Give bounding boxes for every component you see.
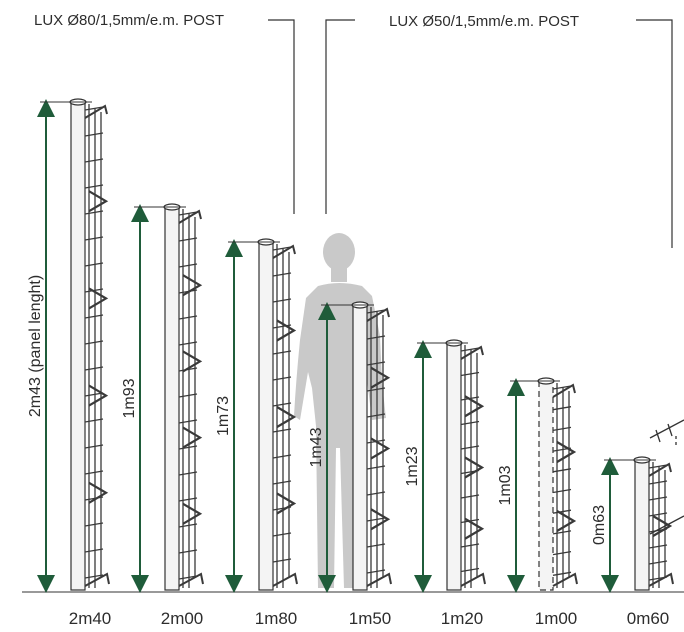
person-silhouette-icon	[294, 233, 386, 588]
mesh-panel	[84, 104, 110, 588]
fence-post	[164, 206, 180, 591]
panel-length-label: 1m43	[308, 427, 325, 467]
fence-unit: 0m63 0m60	[591, 456, 674, 628]
fence-unit: 1m93 2m00	[121, 203, 204, 628]
fence-height-label: 1m50	[349, 609, 392, 628]
panel-length-label: 0m63	[591, 505, 608, 545]
mesh-panel	[178, 209, 204, 588]
fence-height-label: 1m20	[441, 609, 484, 628]
mesh-panel	[272, 244, 298, 588]
mesh-panel	[366, 307, 392, 588]
panel-length-label: 1m93	[121, 378, 138, 418]
callout-leaders	[268, 19, 673, 248]
panel-length-label: 1m73	[215, 396, 232, 436]
callout-label-left: LUX Ø80/1,5mm/e.m. POST	[34, 12, 224, 29]
fence-unit: 1m23 1m20	[404, 339, 486, 628]
fence-unit: 1m73 1m80	[215, 238, 298, 628]
fence-height-label: 0m60	[627, 609, 670, 628]
panel-length-label: 2m43 (panel lenght)	[27, 275, 44, 417]
fence-post	[634, 459, 650, 591]
fence-height-label: 2m00	[161, 609, 204, 628]
fence-height-label: 2m40	[69, 609, 112, 628]
fence-unit: 1m43 1m50	[308, 301, 392, 628]
fence-post	[70, 101, 86, 591]
fences-layer: 2m43 (panel lenght)2m401m932m001m731m801…	[27, 98, 684, 628]
panel-length-label: 1m23	[404, 446, 421, 486]
fence-post	[258, 241, 274, 591]
fence-post	[446, 342, 462, 591]
fence-height-label: 1m80	[255, 609, 298, 628]
fence-post	[538, 380, 554, 591]
fence-post	[352, 304, 368, 591]
fence-unit: 1m03 1m00	[497, 377, 578, 628]
fence-unit: 2m43 (panel lenght) 2m40	[27, 98, 112, 628]
mesh-panel	[552, 383, 578, 588]
continuation-marks	[649, 419, 684, 535]
callout-label-right: LUX Ø50/1,5mm/e.m. POST	[389, 13, 579, 30]
mesh-panel	[648, 462, 674, 588]
mesh-panel	[460, 345, 486, 588]
panel-length-label: 1m03	[497, 465, 514, 505]
fence-height-label: 1m00	[535, 609, 578, 628]
